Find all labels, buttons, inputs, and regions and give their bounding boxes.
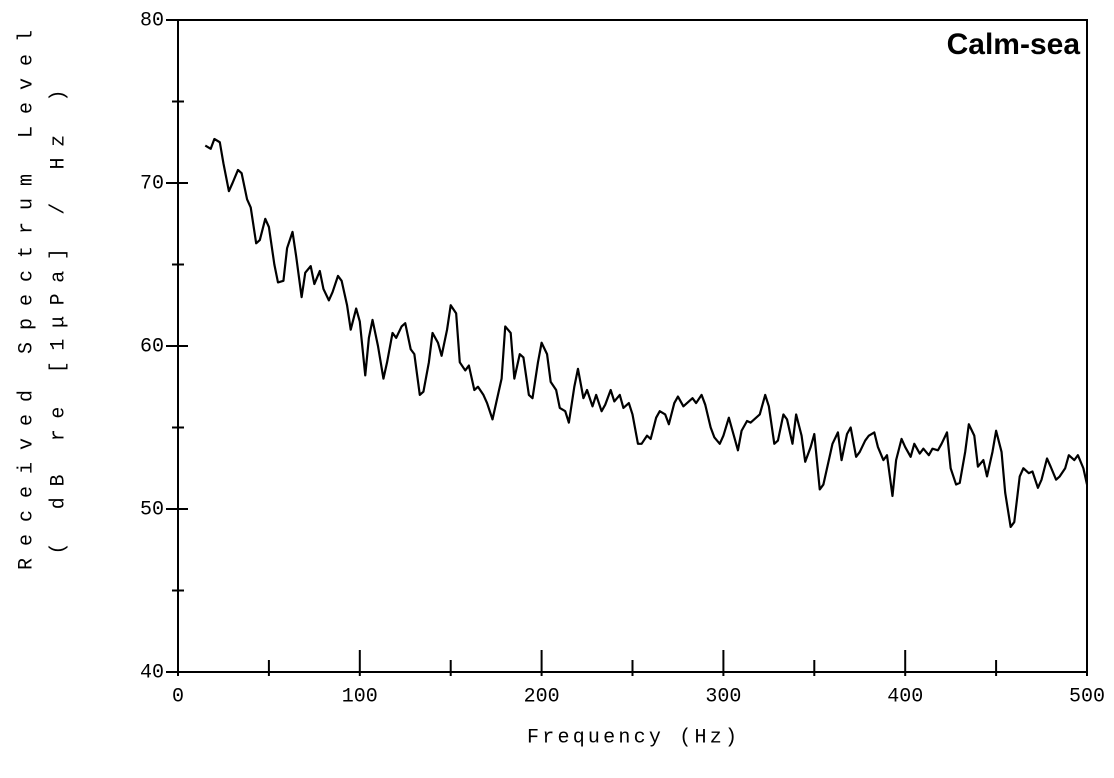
x-tick-label: 300 — [705, 685, 741, 708]
annotation: Calm-sea — [947, 28, 1081, 61]
x-tick-label: 500 — [1069, 685, 1105, 708]
y-tick-label: 50 — [140, 498, 164, 521]
y-tick-label: 40 — [140, 661, 164, 684]
x-tick-label: 100 — [342, 685, 378, 708]
x-tick-label: 0 — [172, 685, 184, 708]
y-tick-label: 80 — [140, 9, 164, 32]
spectrum-line — [204, 137, 1089, 529]
x-tick-label: 200 — [524, 685, 560, 708]
x-tick-label: 400 — [887, 685, 923, 708]
y-axis-label: Received Spectrum Level — [15, 30, 38, 570]
y-tick-label: 60 — [140, 335, 164, 358]
plot-frame — [177, 19, 1088, 673]
y-axis-label: ( dB re [1μPa] / Hz ) — [47, 90, 70, 555]
x-axis-label: Frequency (Hz) — [527, 726, 737, 749]
y-tick-label: 70 — [140, 172, 164, 195]
